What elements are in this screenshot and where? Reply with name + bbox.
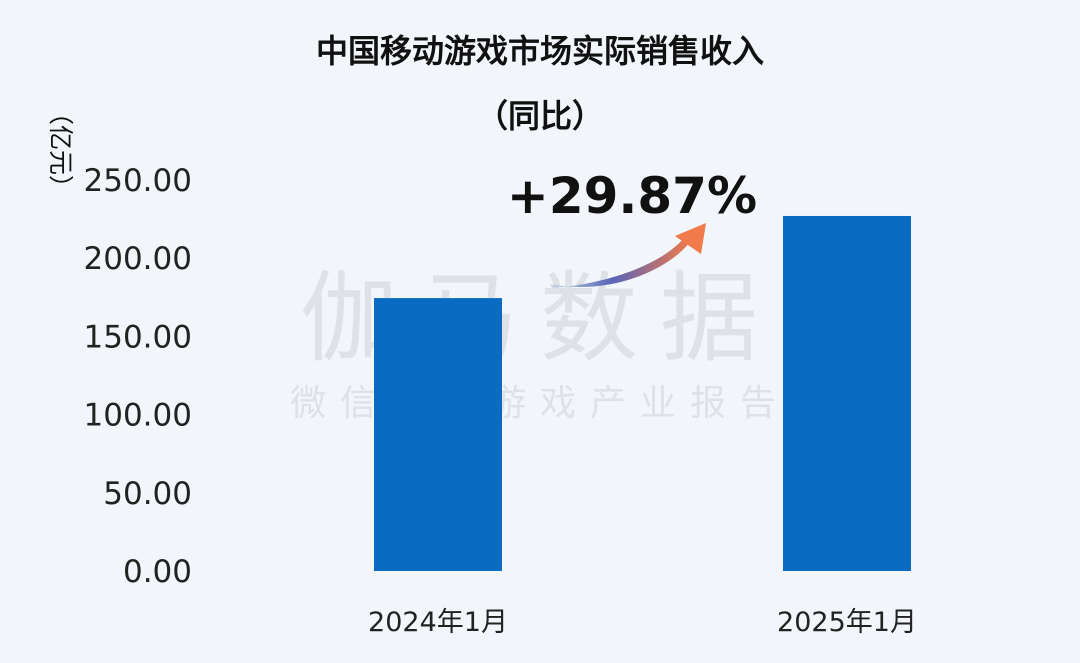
y-axis-label: （亿元） — [46, 100, 75, 200]
chart-subtitle: （同比） — [476, 97, 604, 135]
x-tick-label: 2024年1月 — [368, 607, 508, 638]
growth-annotation: +29.87% — [507, 167, 757, 225]
y-tick-label: 0.00 — [123, 554, 192, 590]
x-tick-labels: 2024年1月 2025年1月 — [368, 607, 917, 638]
growth-arrow-head — [675, 223, 706, 254]
x-tick-label: 2025年1月 — [777, 607, 917, 638]
watermark-brand: 伽马数据 — [300, 262, 780, 376]
bar — [783, 215, 911, 572]
bars — [374, 215, 911, 572]
growth-arrow-body — [550, 238, 690, 288]
watermark-account: 微信号：游戏产业报告 — [290, 383, 790, 424]
y-tick-label: 150.00 — [84, 319, 192, 355]
chart-title: 中国移动游戏市场实际销售收入 — [316, 32, 764, 70]
y-tick-label: 50.00 — [103, 476, 192, 512]
y-tick-labels: 250.00 200.00 150.00 100.00 50.00 0.00 — [84, 163, 192, 590]
y-tick-label: 250.00 — [84, 163, 192, 199]
y-tick-label: 200.00 — [84, 241, 192, 277]
y-tick-label: 100.00 — [84, 398, 192, 434]
bar — [374, 298, 502, 571]
growth-arrow — [550, 223, 706, 288]
watermark: 伽马数据 微信号：游戏产业报告 — [290, 262, 790, 424]
